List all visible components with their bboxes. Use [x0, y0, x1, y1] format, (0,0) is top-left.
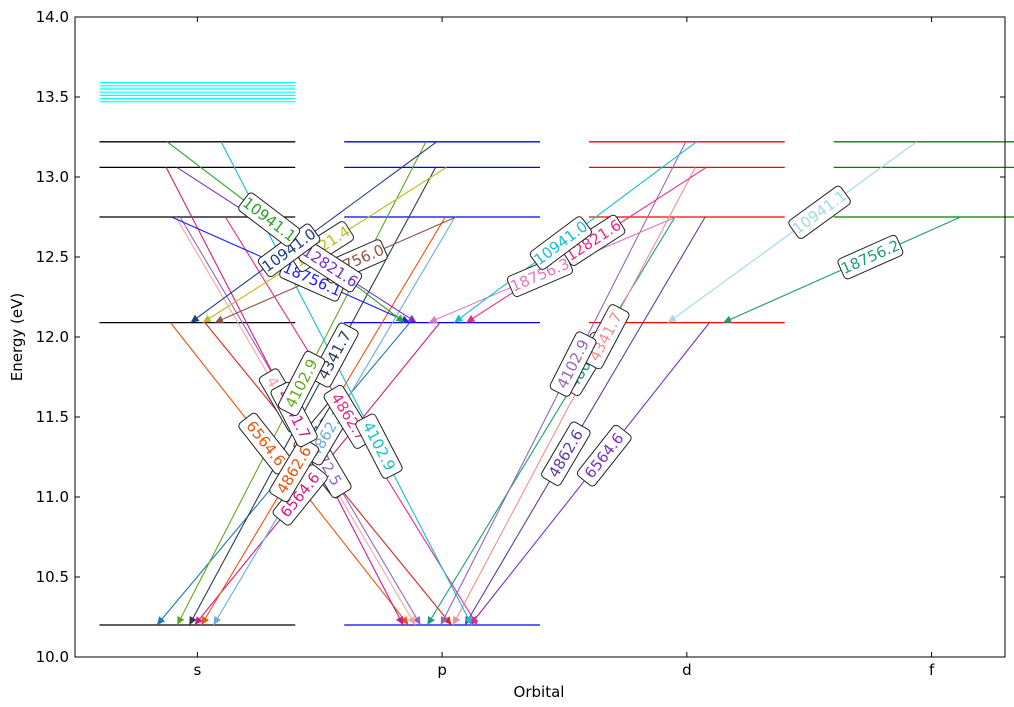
arrowhead: [452, 616, 461, 625]
arrowhead: [454, 314, 464, 323]
transition-label-box: [549, 331, 597, 397]
transition-label-box: [576, 424, 632, 487]
y-tick-label: 12.5: [36, 248, 69, 266]
arrowhead: [440, 616, 448, 625]
arrowhead: [156, 616, 166, 625]
arrowhead: [214, 315, 224, 323]
arrowhead: [464, 616, 472, 625]
arrowhead: [194, 616, 203, 625]
arrowhead: [407, 314, 417, 323]
x-tick-label: d: [682, 661, 692, 679]
arrowhead: [189, 616, 197, 625]
transition-label-box: [529, 216, 592, 270]
plot-background: [75, 17, 1005, 657]
transition-arrow: [667, 141, 917, 324]
transition-label-box: [310, 322, 359, 388]
y-tick-label: 11.5: [36, 408, 69, 426]
arrowhead: [190, 314, 200, 323]
y-tick-label: 14.0: [36, 8, 69, 26]
arrowhead: [202, 314, 212, 323]
x-axis-title: Orbital: [514, 683, 565, 701]
transition-arrow: [452, 167, 696, 626]
y-tick-label: 12.0: [36, 328, 69, 346]
arrowhead: [466, 314, 476, 323]
arrowhead: [427, 616, 435, 625]
y-tick-label: 10.5: [36, 568, 69, 586]
arrowhead: [395, 616, 404, 625]
arrowhead: [177, 616, 185, 625]
arrowhead: [469, 616, 478, 625]
arrowhead: [413, 616, 421, 625]
transition-label-box: [278, 350, 326, 416]
arrowhead: [395, 314, 405, 323]
transition-label-box: [355, 413, 403, 479]
y-tick-label: 13.0: [36, 168, 69, 186]
arrowhead: [443, 616, 452, 625]
arrowhead: [667, 314, 677, 323]
transition-label-box: [581, 304, 630, 370]
transition-label-box: [238, 192, 301, 247]
arrowhead: [723, 315, 733, 323]
transition-label-box: [837, 234, 904, 280]
y-tick-label: 13.5: [36, 88, 69, 106]
transition-label-box: [788, 185, 851, 239]
x-tick-label: p: [437, 661, 447, 679]
axes-layer: s p d f 10.0 10.5 11.0 11.5 12.0 12.5 13.0 13.5 14.0: [36, 8, 1005, 679]
arrowhead: [201, 616, 209, 625]
y-axis-title: Energy (eV): [8, 293, 26, 381]
arrowhead: [407, 616, 416, 625]
arrowhead: [400, 616, 409, 625]
x-tick-label: f: [929, 661, 935, 679]
y-tick-label: 10.0: [36, 648, 69, 666]
x-tick-label: s: [193, 661, 201, 679]
arrowhead: [428, 315, 438, 324]
transition-arrow: [464, 216, 706, 626]
arrowhead: [213, 616, 222, 625]
transition-label-box: [541, 421, 591, 486]
y-tick-label: 11.0: [36, 488, 69, 506]
